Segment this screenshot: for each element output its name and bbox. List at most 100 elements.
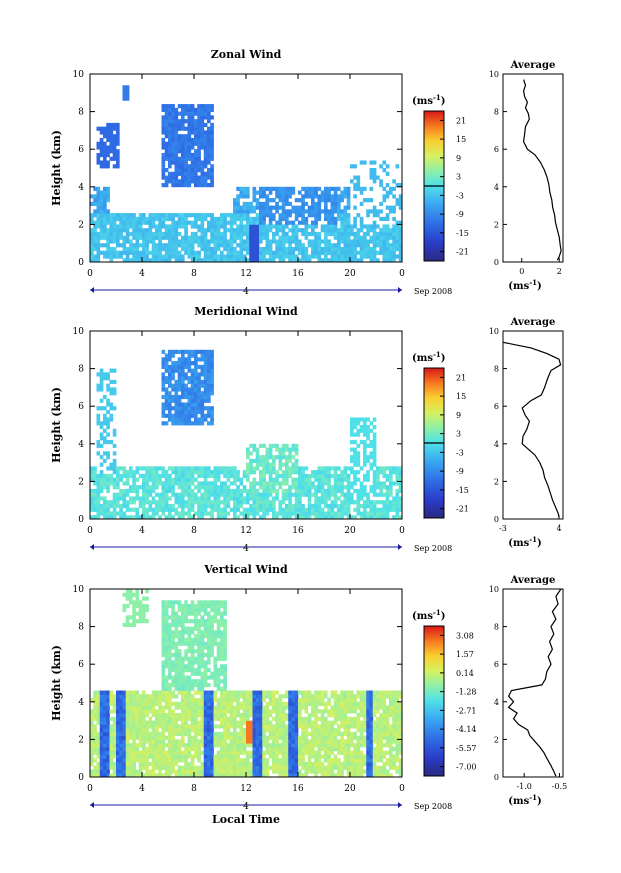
heatmap-cell xyxy=(236,503,240,509)
heatmap-cell xyxy=(233,507,237,512)
heatmap-cell xyxy=(171,716,175,721)
heatmap-cell xyxy=(278,258,283,263)
heatmap-cell xyxy=(285,209,289,214)
heatmap-cell xyxy=(220,698,224,703)
heatmap-cell xyxy=(168,615,172,620)
heatmap-cell xyxy=(200,398,205,403)
heatmap-cell xyxy=(148,473,153,479)
heatmap-cell xyxy=(356,443,361,448)
heatmap-cell xyxy=(278,224,283,229)
heatmap-cell xyxy=(314,224,318,229)
heatmap-cell xyxy=(164,470,169,475)
heatmap-cell xyxy=(171,130,175,135)
heatmap-cell xyxy=(229,246,234,252)
heatmap-cell xyxy=(353,164,357,169)
heatmap-cell xyxy=(148,773,153,778)
heatmap-cell xyxy=(190,224,195,229)
heatmap-cell xyxy=(112,739,117,744)
heatmap-cell xyxy=(142,485,146,490)
heatmap-cell xyxy=(187,686,192,691)
heatmap-cell xyxy=(184,511,188,516)
heatmap-cell xyxy=(174,383,179,388)
heatmap-cell xyxy=(194,470,198,475)
heatmap-cell xyxy=(148,746,153,752)
heatmap-cell xyxy=(327,507,331,512)
heatmap-cell xyxy=(168,713,172,718)
heatmap-cell xyxy=(324,190,328,195)
heatmap-cell xyxy=(330,250,335,255)
heatmap-cell xyxy=(184,228,188,233)
heatmap-cell xyxy=(99,198,104,203)
heatmap-cell xyxy=(174,149,179,154)
heatmap-cell xyxy=(340,515,344,520)
heatmap-cell xyxy=(119,473,123,479)
heatmap-cell xyxy=(285,470,289,475)
heatmap-cell xyxy=(200,145,205,150)
heatmap-cell xyxy=(246,773,250,778)
heatmap-cell xyxy=(229,769,234,774)
heatmap-cell xyxy=(194,511,198,516)
heatmap-cell xyxy=(125,761,130,767)
heatmap-cell xyxy=(207,485,211,490)
heatmap-cell xyxy=(340,209,344,214)
heatmap-cell xyxy=(142,619,146,624)
heatmap-cell xyxy=(268,239,273,244)
heatmap-cell xyxy=(298,198,302,203)
heatmap-cell xyxy=(161,728,166,733)
heatmap-cell xyxy=(96,500,101,505)
heatmap-cell xyxy=(93,758,97,763)
heatmap-cell xyxy=(262,739,266,744)
heatmap-cell xyxy=(207,611,211,616)
heatmap-cell xyxy=(249,492,253,497)
heatmap-cell xyxy=(259,458,263,463)
heatmap-cell xyxy=(268,216,273,222)
heatmap-cell xyxy=(369,443,374,448)
heatmap-cell xyxy=(346,496,351,501)
heatmap-cell xyxy=(359,440,364,445)
heatmap-cell xyxy=(177,607,182,612)
heatmap-cell xyxy=(122,592,127,597)
heatmap-cell xyxy=(249,701,253,706)
heatmap-cell xyxy=(207,619,211,624)
heatmap-cell xyxy=(135,746,140,752)
heatmap-cell xyxy=(236,769,240,774)
heatmap-cell xyxy=(119,731,123,737)
heatmap-cell xyxy=(372,171,377,176)
heatmap-cell xyxy=(164,488,169,494)
heatmap-cell xyxy=(304,235,309,240)
heatmap-cell xyxy=(96,213,101,218)
heatmap-cell xyxy=(99,145,104,150)
heatmap-cell xyxy=(148,224,153,229)
heatmap-cell xyxy=(213,709,218,714)
heatmap-cell xyxy=(236,698,240,703)
heatmap-cell xyxy=(164,619,169,624)
heatmap-cell xyxy=(242,701,247,706)
heatmap-cell xyxy=(324,205,328,210)
heatmap-cell xyxy=(207,126,211,131)
heatmap-cell xyxy=(190,705,195,710)
heatmap-cell xyxy=(171,383,175,388)
heatmap-cell xyxy=(203,641,208,646)
heatmap-cell xyxy=(252,709,257,714)
heatmap-cell xyxy=(171,141,175,146)
heatmap-cell xyxy=(190,694,195,699)
heatmap-cell xyxy=(187,239,192,244)
heatmap-cell xyxy=(181,615,185,620)
heatmap-cell xyxy=(203,765,208,770)
heatmap-cell xyxy=(187,724,192,729)
heatmap-cell xyxy=(207,258,211,263)
heatmap-cell xyxy=(194,239,198,244)
heatmap-cell xyxy=(223,511,227,516)
heatmap-cell xyxy=(197,134,201,139)
heatmap-cell xyxy=(106,709,110,714)
heatmap-cell xyxy=(158,477,162,482)
heatmap-cell xyxy=(106,421,110,426)
heatmap-cell xyxy=(161,168,166,173)
heatmap-cell xyxy=(112,746,117,752)
heatmap-cell xyxy=(216,701,221,706)
heatmap-cell xyxy=(122,716,127,721)
heatmap-cell xyxy=(337,254,341,259)
heatmap-cell xyxy=(301,205,305,210)
heatmap-cell xyxy=(252,205,257,210)
heatmap-cell xyxy=(184,705,188,710)
